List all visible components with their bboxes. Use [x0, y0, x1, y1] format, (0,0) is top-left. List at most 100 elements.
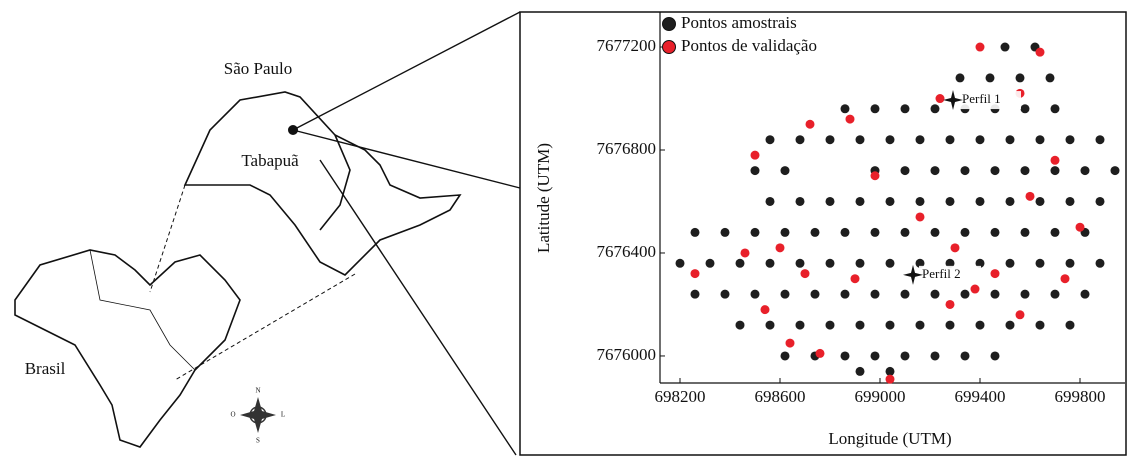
- point: [720, 289, 730, 299]
- point: [885, 366, 895, 376]
- point: [795, 320, 805, 330]
- point: [760, 305, 770, 315]
- point: [990, 289, 1000, 299]
- point: [885, 374, 895, 384]
- point: [855, 320, 865, 330]
- point: [1095, 135, 1105, 145]
- point: [900, 289, 910, 299]
- point: [1020, 227, 1030, 237]
- y-tick-label: 7677200: [597, 36, 657, 55]
- point: [1080, 166, 1090, 176]
- point: [1080, 289, 1090, 299]
- point: [1000, 42, 1010, 52]
- state-lines: [89, 249, 196, 371]
- annotation-label: Perfil 1: [962, 91, 1001, 106]
- legend-label: Pontos amostrais: [681, 13, 797, 32]
- plot: 698200 698600 699000 699400 699800 7676000 767…: [597, 12, 1125, 406]
- point: [765, 258, 775, 268]
- point: [975, 196, 985, 206]
- y-axis-label: Latitude (UTM): [534, 143, 553, 253]
- point: [750, 166, 760, 176]
- point: [750, 150, 760, 160]
- point: [930, 166, 940, 176]
- point: [815, 348, 825, 358]
- point: [945, 196, 955, 206]
- point: [900, 227, 910, 237]
- annotation-label: Perfil 2: [922, 266, 961, 281]
- point: [990, 269, 1000, 279]
- point: [840, 104, 850, 114]
- compass-letter: N: [255, 387, 260, 395]
- legend-marker: [662, 17, 676, 31]
- point: [930, 104, 940, 114]
- compass-letter: O: [230, 411, 235, 419]
- point: [855, 366, 865, 376]
- point: [735, 320, 745, 330]
- point: [1035, 258, 1045, 268]
- point: [825, 258, 835, 268]
- point: [840, 227, 850, 237]
- point: [1020, 104, 1030, 114]
- point: [990, 166, 1000, 176]
- point: [765, 196, 775, 206]
- inset-line: [149, 184, 186, 293]
- map-label: São Paulo: [224, 59, 292, 78]
- point: [785, 338, 795, 348]
- point: [795, 258, 805, 268]
- point: [1065, 135, 1075, 145]
- x-tick-label: 698600: [755, 387, 806, 406]
- point: [985, 73, 995, 83]
- point: [1020, 166, 1030, 176]
- point: [780, 227, 790, 237]
- point: [900, 104, 910, 114]
- point: [1075, 222, 1085, 232]
- point: [735, 258, 745, 268]
- point: [795, 196, 805, 206]
- point: [805, 119, 815, 129]
- point: [750, 289, 760, 299]
- point: [945, 299, 955, 309]
- point: [1015, 310, 1025, 320]
- legend-label: Pontos de validação: [681, 36, 817, 55]
- point: [795, 135, 805, 145]
- point: [690, 269, 700, 279]
- point: [945, 320, 955, 330]
- point: [775, 243, 785, 253]
- point: [870, 289, 880, 299]
- point: [1005, 320, 1015, 330]
- point: [915, 212, 925, 222]
- brazil-outline: [14, 249, 241, 448]
- point: [975, 42, 985, 52]
- point: [720, 227, 730, 237]
- point: [690, 289, 700, 299]
- point: [750, 227, 760, 237]
- profile-marker: [943, 90, 963, 111]
- point: [1035, 47, 1045, 57]
- point: [960, 351, 970, 361]
- point: [915, 135, 925, 145]
- y-tick-label: 7676800: [597, 139, 657, 158]
- point: [740, 248, 750, 258]
- point: [855, 258, 865, 268]
- point: [870, 171, 880, 181]
- point: [935, 94, 945, 104]
- point: [945, 135, 955, 145]
- map-label: Brasil: [25, 359, 66, 378]
- annotation-box: [919, 265, 981, 284]
- profile-marker: [903, 264, 923, 285]
- point: [675, 258, 685, 268]
- point: [930, 227, 940, 237]
- point: [780, 289, 790, 299]
- panel-frame: [519, 11, 1127, 456]
- point: [780, 351, 790, 361]
- x-tick-label: 698200: [655, 387, 706, 406]
- point: [845, 114, 855, 124]
- point: [945, 258, 955, 268]
- point: [1015, 73, 1025, 83]
- x-tick-label: 699400: [955, 387, 1006, 406]
- point: [1110, 166, 1120, 176]
- sao-paulo-outline: [183, 91, 462, 276]
- point: [1060, 274, 1070, 284]
- point: [885, 135, 895, 145]
- point: [1005, 258, 1015, 268]
